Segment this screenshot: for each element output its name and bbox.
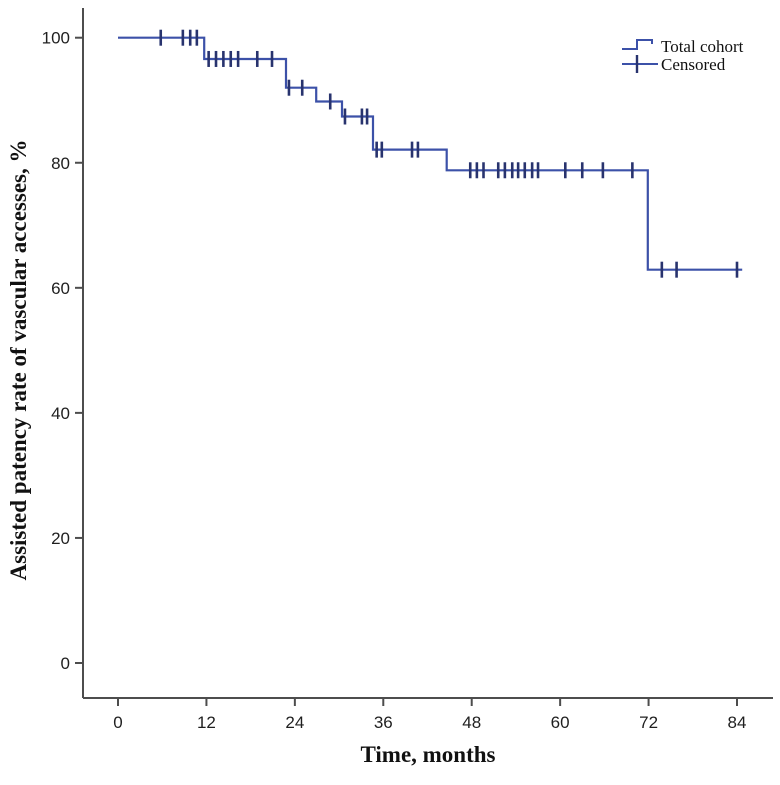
legend: Total cohort Censored xyxy=(622,37,744,74)
x-tick-label: 48 xyxy=(462,713,481,732)
y-tick-label: 80 xyxy=(51,154,70,173)
y-tick-label: 100 xyxy=(42,29,70,48)
legend-label-censored: Censored xyxy=(661,55,726,74)
survival-curve-group xyxy=(118,36,743,271)
y-tick-label: 0 xyxy=(61,654,70,673)
censor-marks-group xyxy=(159,29,739,278)
legend-label-total-cohort: Total cohort xyxy=(661,37,744,56)
x-tick-label: 12 xyxy=(197,713,216,732)
x-tick-label: 24 xyxy=(285,713,304,732)
y-tick-label: 60 xyxy=(51,279,70,298)
x-tick-label: 84 xyxy=(728,713,747,732)
x-axis-title: Time, months xyxy=(360,742,495,767)
x-tick-label: 72 xyxy=(639,713,658,732)
step-line-icon xyxy=(622,39,653,50)
y-tick-label: 40 xyxy=(51,404,70,423)
y-axis-title: Assisted patency rate of vascular access… xyxy=(6,140,31,581)
axes: 0 12 24 36 48 60 72 84 0 20 40 60 80 100 xyxy=(42,8,773,732)
y-tick-label: 20 xyxy=(51,529,70,548)
survival-curve xyxy=(118,36,743,271)
x-tick-label: 60 xyxy=(551,713,570,732)
x-tick-label: 36 xyxy=(374,713,393,732)
x-tick-label: 0 xyxy=(113,713,122,732)
